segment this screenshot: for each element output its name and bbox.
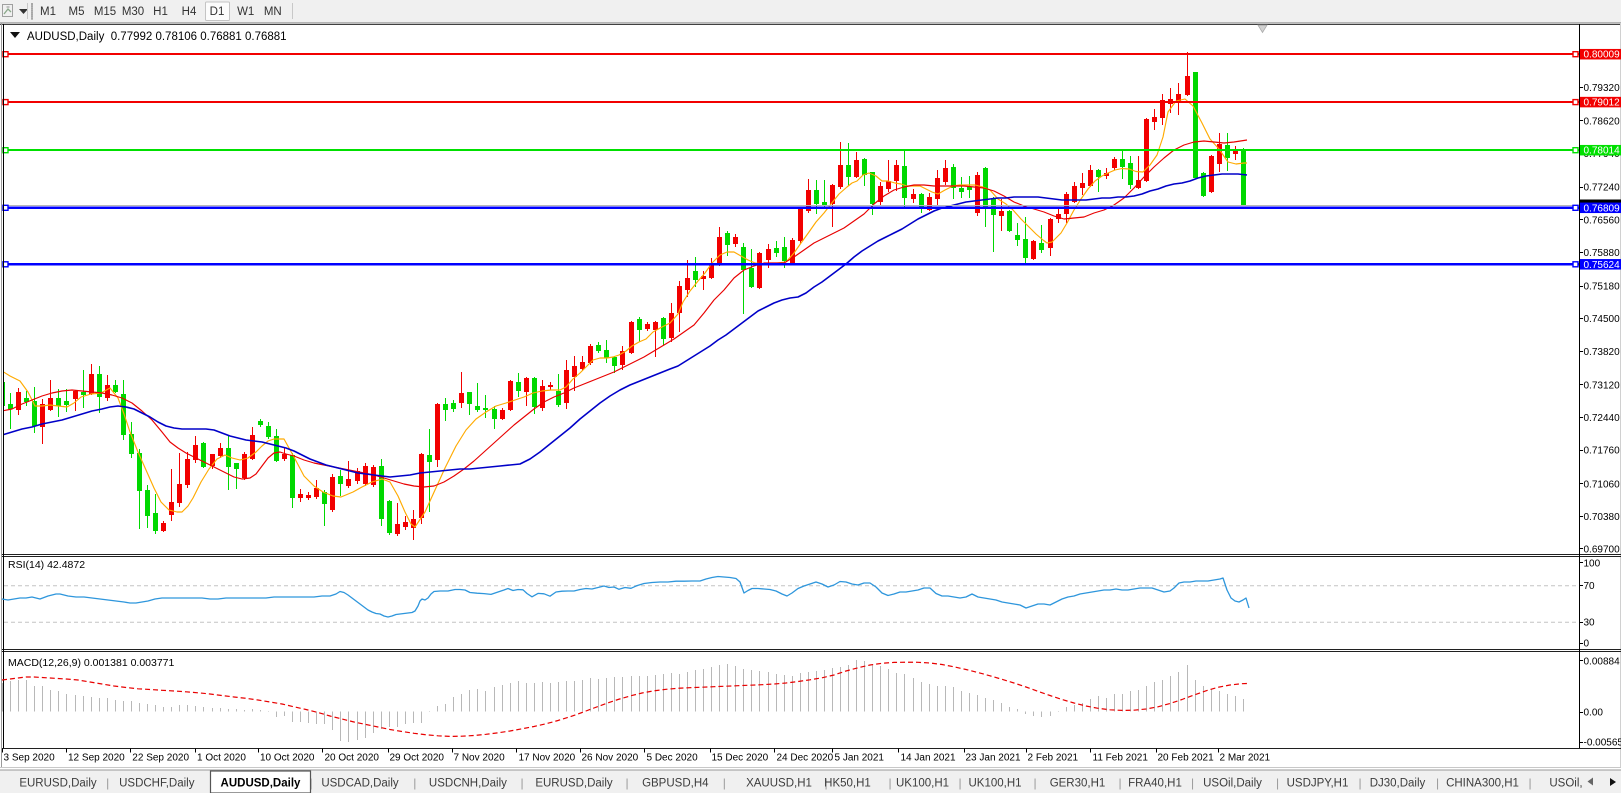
svg-text:M1: M1 [40,6,56,18]
svg-text:|: | [1528,776,1531,790]
svg-text:|: | [1436,776,1439,790]
svg-text:22 Sep 2020: 22 Sep 2020 [132,753,189,764]
svg-text:GER30,H1: GER30,H1 [1050,778,1106,790]
svg-text:0.72440: 0.72440 [1584,413,1621,424]
svg-text:7 Nov 2020: 7 Nov 2020 [454,753,506,764]
svg-text:0: 0 [1584,639,1590,650]
svg-text:0.00884: 0.00884 [1584,656,1621,667]
svg-text:3 Sep 2020: 3 Sep 2020 [4,753,56,764]
svg-text:HK50,H1: HK50,H1 [824,778,871,790]
svg-text:0.71060: 0.71060 [1584,479,1621,490]
svg-text:29 Oct 2020: 29 Oct 2020 [390,753,445,764]
svg-text:CHINA300,H1: CHINA300,H1 [1446,778,1519,790]
svg-text:EURUSD,Daily: EURUSD,Daily [19,778,97,790]
svg-text:USOil,Daily: USOil,Daily [1203,778,1262,790]
svg-text:|: | [1118,776,1121,790]
svg-text:MACD(12,26,9) 0.001381 0.00377: MACD(12,26,9) 0.001381 0.003771 [8,657,175,669]
svg-text:0.79320: 0.79320 [1584,83,1621,94]
svg-text:10 Oct 2020: 10 Oct 2020 [260,753,315,764]
svg-text:DJ30,Daily: DJ30,Daily [1370,778,1426,790]
svg-text:USOil,: USOil, [1549,778,1582,790]
svg-text:15 Dec 2020: 15 Dec 2020 [712,753,769,764]
svg-text:USDCHF,Daily: USDCHF,Daily [119,778,195,790]
svg-text:USDCNH,Daily: USDCNH,Daily [429,778,507,790]
svg-text:0.73120: 0.73120 [1584,380,1621,391]
svg-text:0.75180: 0.75180 [1584,282,1621,293]
svg-text:12 Sep 2020: 12 Sep 2020 [68,753,125,764]
svg-text:USDCAD,Daily: USDCAD,Daily [321,778,399,790]
svg-text:17 Nov 2020: 17 Nov 2020 [519,753,576,764]
svg-text:AUDUSD,Daily 0.77992 0.78106: AUDUSD,Daily 0.77992 0.78106 0.76881 0.7… [27,31,287,43]
svg-text:FRA40,H1: FRA40,H1 [1128,778,1182,790]
svg-text:USDJPY,H1: USDJPY,H1 [1287,778,1349,790]
svg-text:|: | [1358,776,1361,790]
svg-text:0.77240: 0.77240 [1584,183,1621,194]
svg-text:0.00: 0.00 [1584,708,1604,719]
svg-text:14 Jan 2021: 14 Jan 2021 [901,753,956,764]
svg-text:|: | [625,776,628,790]
svg-text:0.71760: 0.71760 [1584,446,1621,457]
svg-text:|: | [1033,776,1036,790]
svg-text:5 Jan 2021: 5 Jan 2021 [835,753,885,764]
svg-text:23 Jan 2021: 23 Jan 2021 [966,753,1021,764]
svg-text:M5: M5 [69,6,85,18]
svg-text:D1: D1 [210,6,225,18]
svg-text:70: 70 [1584,581,1596,592]
svg-text:-0.005651: -0.005651 [1584,738,1621,749]
svg-text:AUDUSD,Daily: AUDUSD,Daily [221,778,301,790]
svg-text:MN: MN [264,6,282,18]
svg-text:M30: M30 [122,6,144,18]
svg-text:100: 100 [1584,558,1601,569]
svg-text:|: | [520,776,523,790]
svg-text:W1: W1 [237,6,254,18]
svg-text:XAUUSD,H1: XAUUSD,H1 [746,778,812,790]
svg-text:5 Dec 2020: 5 Dec 2020 [647,753,699,764]
svg-text:GBPUSD,H4: GBPUSD,H4 [642,778,709,790]
svg-text:M15: M15 [94,6,116,18]
svg-text:H1: H1 [153,6,168,18]
svg-text:0.80009: 0.80009 [1584,50,1621,61]
svg-text:0.74500: 0.74500 [1584,314,1621,325]
svg-text:|: | [413,776,416,790]
svg-text:20 Oct 2020: 20 Oct 2020 [325,753,380,764]
svg-text:RSI(14) 42.4872: RSI(14) 42.4872 [8,559,85,571]
svg-text:|: | [1276,776,1279,790]
svg-text:UK100,H1: UK100,H1 [896,778,949,790]
svg-text:20 Feb 2021: 20 Feb 2021 [1158,753,1215,764]
svg-text:0.70380: 0.70380 [1584,512,1621,523]
svg-text:0.79012: 0.79012 [1584,98,1621,109]
svg-text:2 Feb 2021: 2 Feb 2021 [1028,753,1079,764]
svg-text:2 Mar 2021: 2 Mar 2021 [1220,753,1271,764]
svg-text:|: | [958,776,961,790]
svg-text:0.75624: 0.75624 [1584,260,1621,271]
svg-text:0.78620: 0.78620 [1584,116,1621,127]
svg-text:0.75880: 0.75880 [1584,248,1621,259]
svg-text:0.78014: 0.78014 [1584,146,1621,157]
svg-text:24 Dec 2020: 24 Dec 2020 [777,753,834,764]
svg-text:UK100,H1: UK100,H1 [968,778,1021,790]
svg-text:0.76560: 0.76560 [1584,215,1621,226]
svg-text:11 Feb 2021: 11 Feb 2021 [1093,753,1149,764]
svg-text:|: | [888,776,891,790]
svg-text:26 Nov 2020: 26 Nov 2020 [582,753,639,764]
svg-text:|: | [723,776,726,790]
svg-text:H4: H4 [182,6,197,18]
svg-text:0.73820: 0.73820 [1584,347,1621,358]
svg-text:1 Oct 2020: 1 Oct 2020 [197,753,246,764]
svg-text:0.69700: 0.69700 [1584,545,1621,556]
svg-text:|: | [106,776,109,790]
svg-text:EURUSD,Daily: EURUSD,Daily [535,778,613,790]
svg-text:|: | [1191,776,1194,790]
svg-text:30: 30 [1584,618,1596,629]
svg-text:0.76809: 0.76809 [1584,203,1621,214]
